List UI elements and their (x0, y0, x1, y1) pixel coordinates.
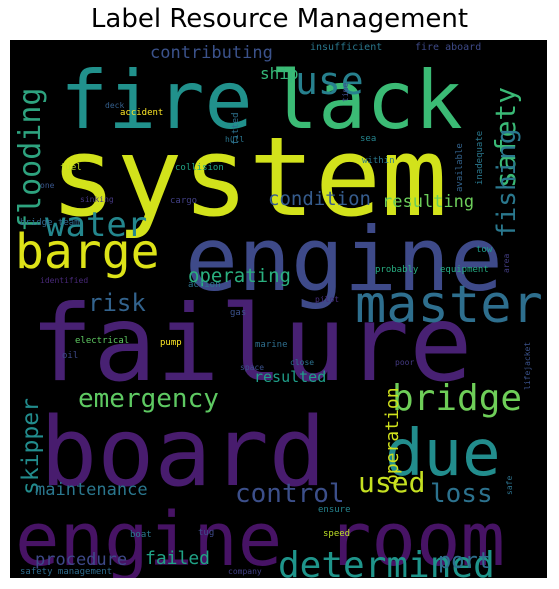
word-collision: collision (175, 163, 224, 173)
word-master: master (355, 275, 543, 335)
word-contributing: contributing (150, 43, 273, 63)
word-barge: barge (15, 224, 160, 280)
word-lack: lack (270, 54, 463, 147)
word-electrical: electrical (75, 336, 129, 346)
word-control: control (235, 479, 345, 509)
word-sea: sea (360, 134, 376, 144)
word-ship: ship (260, 64, 299, 83)
word-one: one (40, 181, 55, 190)
word-fire: fire (60, 54, 253, 147)
word-tug: tug (198, 528, 214, 538)
word-board: board (40, 398, 326, 508)
word-condition: condition (268, 188, 371, 210)
word-use: use (295, 59, 364, 103)
word-safety: safety (489, 87, 522, 188)
word-skipper: skipper (18, 398, 44, 495)
word-gas: gas (230, 308, 246, 318)
word-marine: marine (255, 340, 288, 350)
word-engine-room: engine room (15, 497, 505, 578)
word-procedure: procedure (35, 550, 127, 570)
word-boat: boat (130, 530, 152, 540)
word-operation: operation (382, 387, 403, 485)
word-fitted: fitted (231, 112, 241, 145)
word-maintenance: maintenance (35, 480, 148, 500)
word-ensure: ensure (318, 505, 351, 515)
word-speed: speed (323, 529, 350, 539)
word-port: port (438, 549, 491, 574)
word-within: within (362, 156, 395, 166)
word-cloud: system failure board engine engine room fire l… (10, 40, 547, 578)
word-flooding: flooding (13, 88, 48, 233)
word-company: company (228, 567, 262, 576)
word-resulted: resulted (254, 368, 326, 386)
word-pilot: pilot (315, 295, 339, 304)
word-resulting: resulting (382, 192, 474, 212)
word-risk: risk (88, 289, 146, 317)
word-cargo: cargo (170, 196, 197, 206)
word-system: system (50, 113, 447, 241)
word-fishing: fishing (492, 128, 522, 238)
word-safe: safe (505, 476, 514, 495)
word-accident: accident (120, 108, 163, 118)
word-area: area (502, 254, 511, 273)
word-available: available (455, 143, 465, 192)
word-equipment: equipment (440, 265, 489, 275)
word-lifejacket: lifejacket (523, 342, 532, 390)
chart-title: Label Resource Management (90, 4, 469, 34)
word-operating: operating (188, 265, 291, 287)
word-due: due (385, 417, 501, 491)
word-sinking: sinking (80, 195, 114, 204)
word-bridge: bridge (392, 378, 522, 419)
word-hull: hull (225, 135, 244, 144)
word-poor: poor (395, 358, 414, 367)
word-probably: probably (375, 265, 419, 275)
word-failure: failure (30, 283, 473, 405)
word-engine: engine (185, 208, 503, 311)
word-safety-management: safety management (20, 567, 112, 577)
word-space: space (240, 363, 264, 372)
word-bridge-team: bridge team (20, 218, 80, 228)
word-inadequate: inadequate (475, 131, 485, 185)
word-fuel: fuel (60, 163, 82, 173)
word-emergency: emergency (78, 384, 219, 414)
word-determined: determined (278, 545, 495, 578)
word-failed: failed (145, 548, 210, 569)
word-identified: identified (40, 276, 88, 285)
word-fire-aboard: fire aboard (415, 42, 481, 53)
word-tow: tow (476, 245, 493, 255)
word-insufficient: insufficient (310, 42, 382, 53)
word-deck: deck (105, 101, 124, 110)
word-used: used (358, 466, 425, 499)
word-pump: pump (160, 338, 182, 348)
word-water: water (45, 205, 147, 245)
word-loss: loss (430, 479, 493, 509)
word-time: time (341, 83, 350, 102)
word-action: action (188, 280, 221, 290)
word-oil: oil (62, 351, 78, 361)
word-close: close (290, 358, 314, 367)
